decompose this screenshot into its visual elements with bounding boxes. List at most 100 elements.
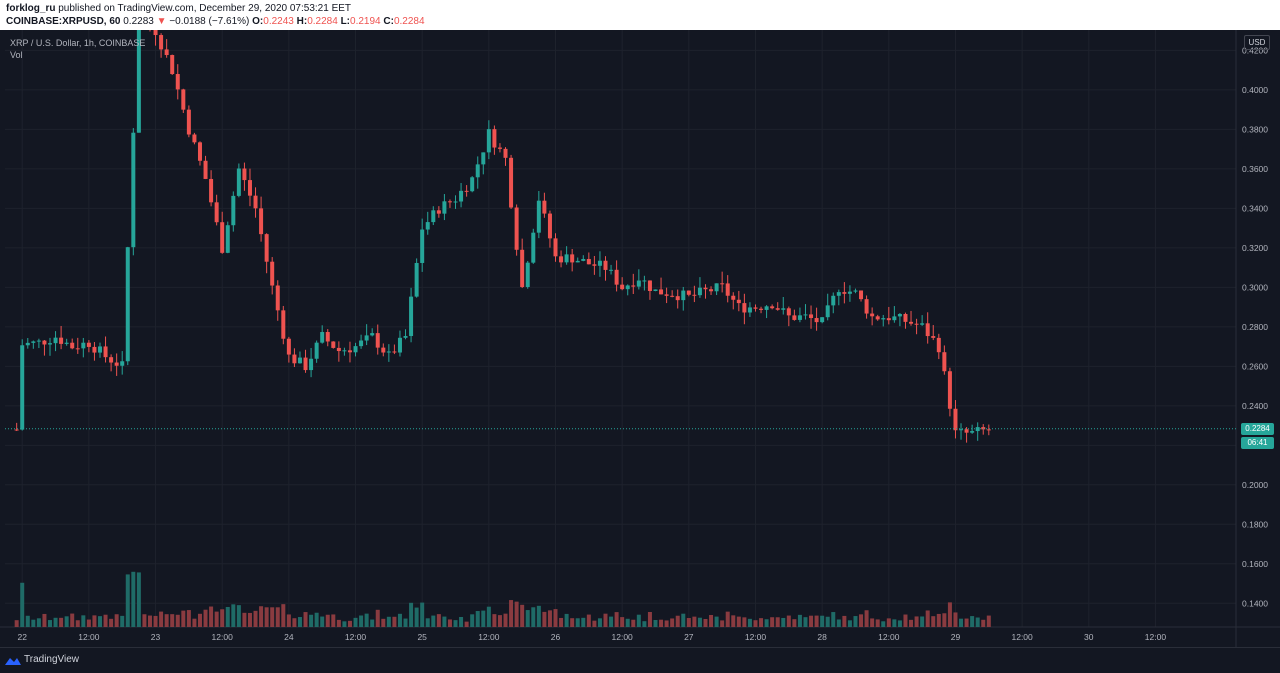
candle-body <box>686 290 691 295</box>
candle-body <box>359 340 364 347</box>
volume-bar <box>936 613 941 627</box>
chart-legend-title[interactable]: XRP / U.S. Dollar, 1h, COINBASE <box>10 38 146 48</box>
y-tick-label: 0.2400 <box>1242 401 1268 411</box>
candle-body <box>431 210 436 223</box>
volume-bar <box>959 618 964 627</box>
volume-bar <box>292 618 297 627</box>
currency-button[interactable]: USD <box>1244 35 1270 50</box>
candle-body <box>592 264 597 266</box>
candle-body <box>336 347 341 352</box>
volume-bar <box>564 613 569 627</box>
volume-bar <box>370 619 375 627</box>
volume-bar <box>864 610 869 627</box>
volume-bar <box>353 617 358 627</box>
candle-body <box>697 287 702 296</box>
publisher-name[interactable]: forklog_ru <box>6 3 56 14</box>
tradingview-brand[interactable]: TradingView <box>24 654 80 665</box>
x-tick-label: 26 <box>551 632 561 642</box>
candle-body <box>309 358 314 371</box>
candle-body <box>370 333 375 336</box>
volume-bar <box>897 620 902 627</box>
y-tick-label: 0.4200 <box>1242 45 1268 55</box>
volume-bar <box>942 613 947 627</box>
candle-body <box>203 160 208 179</box>
candle-body <box>303 357 308 371</box>
volume-bar <box>681 613 686 627</box>
volume-bar <box>120 615 125 627</box>
volume-bar <box>525 610 530 627</box>
candle-body <box>20 345 25 430</box>
volume-bar <box>853 616 858 627</box>
volume-bar <box>481 610 486 627</box>
volume-bar <box>486 606 491 627</box>
candle-body <box>364 335 369 341</box>
volume-bar <box>536 605 541 627</box>
candle-body <box>525 262 530 287</box>
volume-bar <box>170 614 175 627</box>
candle-body <box>792 315 797 320</box>
volume-bar <box>142 614 147 627</box>
volume-bar <box>331 614 336 627</box>
price-chart[interactable]: 0.14000.16000.18000.20000.22000.24000.26… <box>0 30 1280 647</box>
volume-bar <box>559 617 564 627</box>
chart-area[interactable]: 0.14000.16000.18000.20000.22000.24000.26… <box>0 30 1280 647</box>
candle-body <box>25 342 30 346</box>
volume-bar <box>231 604 236 627</box>
volume-bar <box>92 615 97 627</box>
volume-bar <box>859 614 864 627</box>
candle-body <box>459 190 464 202</box>
volume-bar <box>425 618 430 627</box>
candle-body <box>120 361 125 366</box>
candle-body <box>903 313 908 322</box>
volume-bar <box>436 614 441 627</box>
candle-body <box>114 362 119 366</box>
volume-bar <box>686 618 691 627</box>
volume-bar <box>497 615 502 627</box>
volume-bar <box>242 612 247 627</box>
candle-body <box>342 350 347 352</box>
published-text: published on TradingView.com, December 2… <box>58 3 352 14</box>
volume-bar <box>964 618 969 627</box>
volume-bar <box>731 615 736 627</box>
candle-body <box>653 289 658 292</box>
volume-bar <box>692 616 697 627</box>
candle-body <box>959 429 964 431</box>
publish-line: forklog_ru published on TradingView.com,… <box>6 3 351 14</box>
volume-bar <box>553 609 558 627</box>
candle-body <box>97 346 102 353</box>
volume-bar <box>153 615 158 627</box>
candle-body <box>331 341 336 348</box>
volume-bar <box>636 614 641 627</box>
volume-bar <box>442 616 447 627</box>
candle-body <box>164 49 169 56</box>
candle-body <box>809 314 814 319</box>
volume-bar <box>175 614 180 627</box>
volume-bar <box>786 615 791 627</box>
y-tick-label: 0.1800 <box>1242 519 1268 529</box>
candle-body <box>414 262 419 297</box>
candle-body <box>92 346 97 353</box>
y-tick-label: 0.2800 <box>1242 322 1268 332</box>
candle-body <box>447 201 452 203</box>
volume-bar <box>403 618 408 627</box>
volume-bar <box>836 619 841 627</box>
candle-body <box>892 316 897 321</box>
candle-body <box>314 342 319 359</box>
volume-bar <box>814 615 819 627</box>
candle-body <box>264 234 269 262</box>
volume-bar <box>164 614 169 627</box>
candle-body <box>514 207 519 250</box>
volume-bar <box>747 618 752 627</box>
low-value: 0.2194 <box>350 16 381 27</box>
volume-bar <box>209 606 214 627</box>
candle-body <box>259 208 264 235</box>
volume-bar <box>253 610 258 627</box>
volume-bar <box>881 621 886 627</box>
x-tick-label: 12:00 <box>1011 632 1033 642</box>
volume-legend[interactable]: Vol <box>10 50 23 60</box>
candle-body <box>125 247 130 362</box>
volume-bar <box>159 611 164 627</box>
volume-bar <box>925 610 930 627</box>
x-tick-label: 29 <box>951 632 961 642</box>
candle-body <box>520 249 525 287</box>
